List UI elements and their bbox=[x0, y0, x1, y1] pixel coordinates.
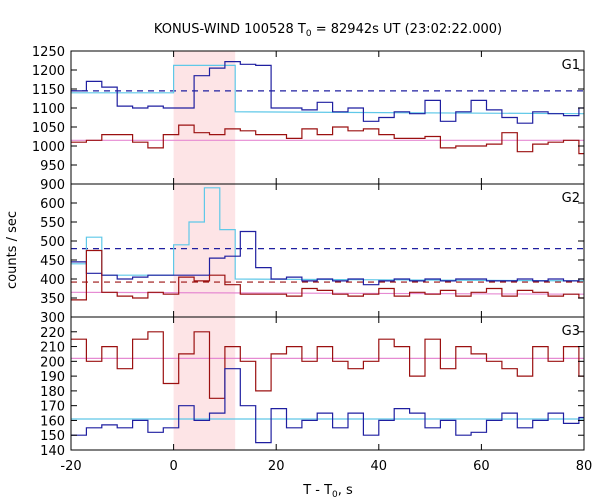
y-tick-label: 450 bbox=[40, 254, 65, 269]
x-tick-label: -20 bbox=[60, 459, 81, 474]
panel-content bbox=[71, 187, 584, 301]
x-tick-label: 0 bbox=[169, 459, 177, 474]
y-tick-label: 900 bbox=[40, 178, 65, 193]
y-tick-label: 170 bbox=[40, 400, 65, 415]
y-tick-label: 190 bbox=[40, 370, 65, 385]
panel-g1: 900 950 1000 1050 1100 1150 1200 1250 G1 bbox=[32, 45, 585, 193]
series-red-histogram bbox=[71, 124, 584, 155]
series-blue-histogram bbox=[71, 230, 584, 286]
x-tick-label: 80 bbox=[576, 459, 593, 474]
y-tick-label: 600 bbox=[40, 197, 65, 212]
panels: 900 950 1000 1050 1100 1150 1200 1250 G1 300 350 40… bbox=[32, 45, 585, 459]
x-tick-label: 60 bbox=[473, 459, 490, 474]
y-tick-label: 210 bbox=[40, 341, 65, 356]
panel-content bbox=[71, 331, 584, 444]
x-axis: -20 0 20 40 60 80 bbox=[60, 459, 592, 474]
y-tick-label: 1100 bbox=[32, 102, 65, 117]
panel-g2: 300 350 400 450 500 550 600 G2 bbox=[40, 183, 585, 326]
y-tick-label: 1200 bbox=[32, 64, 65, 79]
y-tick-label: 160 bbox=[40, 414, 65, 429]
y-tick-label: 150 bbox=[40, 429, 65, 444]
panel-label-g3: G3 bbox=[562, 324, 580, 339]
x-tick-label: 40 bbox=[371, 459, 388, 474]
x-tick-label: 20 bbox=[268, 459, 285, 474]
series-red-histogram bbox=[71, 249, 584, 301]
y-tick-label: 1250 bbox=[32, 45, 65, 60]
highlight-interval-rect bbox=[173, 51, 236, 450]
fit-cyan bbox=[71, 64, 584, 115]
panel-label-g1: G1 bbox=[562, 58, 580, 73]
panel-content bbox=[71, 61, 584, 155]
series-red-histogram bbox=[71, 331, 584, 399]
y-tick-label: 300 bbox=[40, 311, 65, 326]
y-tick-label: 1050 bbox=[32, 121, 65, 136]
y-axis-label: counts / sec bbox=[5, 211, 20, 289]
y-tick-label: 350 bbox=[40, 292, 65, 307]
fit-cyan bbox=[71, 187, 584, 282]
y-tick-label: 140 bbox=[40, 444, 65, 459]
y-tick-label: 550 bbox=[40, 216, 65, 231]
burst-interval-highlight bbox=[173, 51, 236, 450]
y-tick-label: 200 bbox=[40, 355, 65, 370]
panel-label-g2: G2 bbox=[562, 191, 580, 206]
y-tick-label: 1150 bbox=[32, 83, 65, 98]
y-tick-label: 220 bbox=[40, 326, 65, 341]
y-tick-label: 500 bbox=[40, 235, 65, 250]
y-tick-label: 400 bbox=[40, 273, 65, 288]
x-axis-label: T - T0, s bbox=[302, 483, 353, 500]
series-blue-histogram bbox=[71, 368, 584, 444]
y-tick-label: 1000 bbox=[32, 140, 65, 155]
series-blue-histogram bbox=[71, 61, 584, 124]
y-tick-label: 950 bbox=[40, 159, 65, 174]
chart-title: KONUS-WIND 100528 T0 = 82942s UT (23:02:… bbox=[154, 22, 502, 39]
panel-frame bbox=[70, 316, 585, 451]
y-tick-label: 180 bbox=[40, 385, 65, 400]
